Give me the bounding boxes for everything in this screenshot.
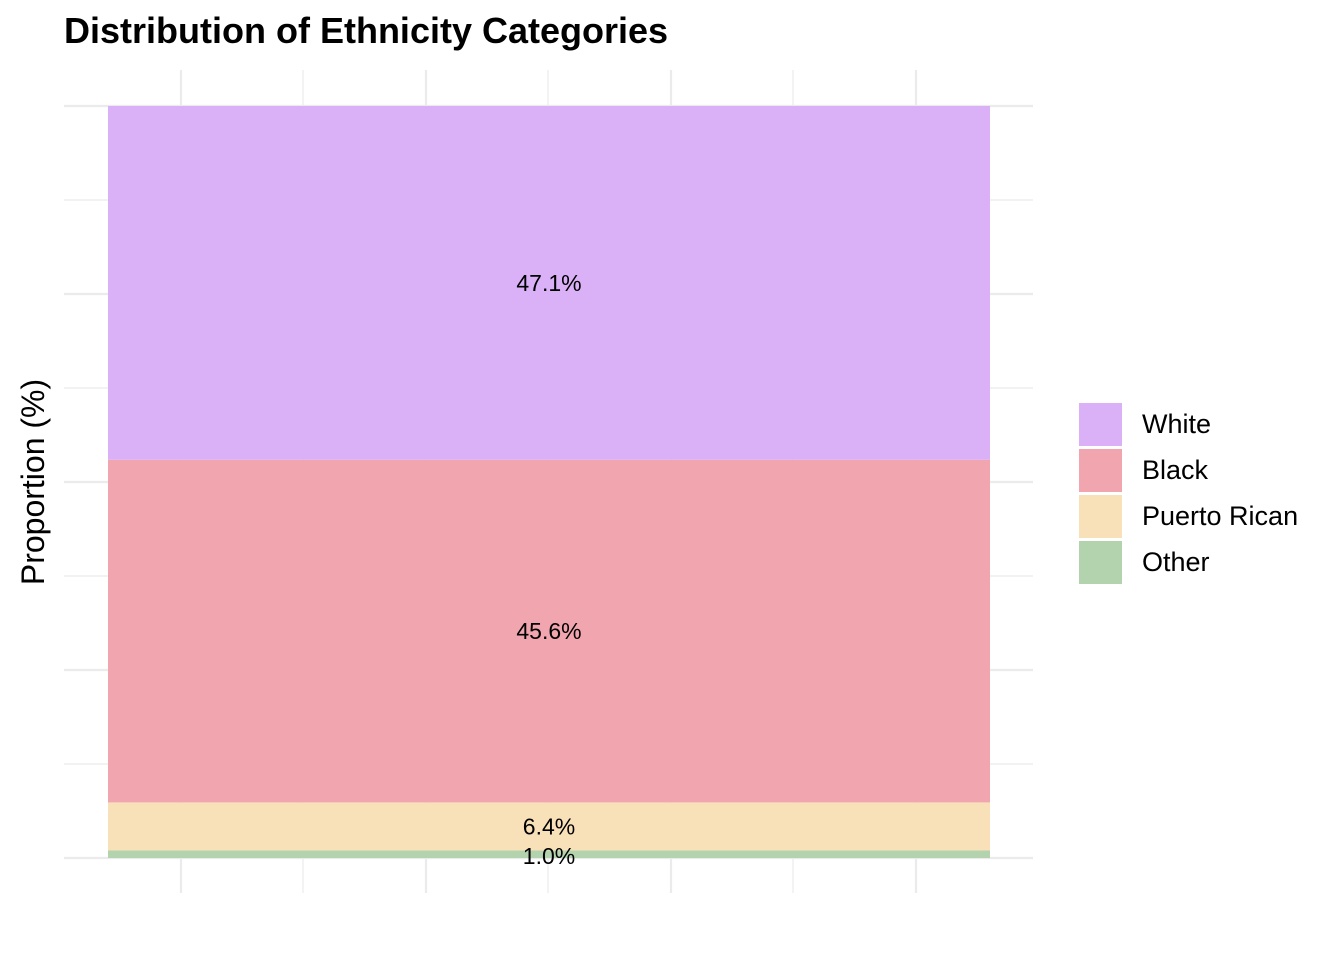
legend-swatch	[1079, 540, 1122, 584]
stacked-bar	[108, 106, 990, 858]
data-labels: 1.0% 6.4% 45.6% 47.1%	[516, 270, 581, 869]
bar-segment-other	[108, 850, 990, 858]
legend: White Black Puerto Rican Other	[1079, 401, 1298, 585]
data-label-other: 1.0%	[523, 843, 575, 869]
legend-label: Other	[1142, 546, 1210, 577]
legend-item-puerto-rican: Puerto Rican	[1079, 493, 1298, 539]
bar-segment-puerto-rican	[108, 802, 990, 851]
data-label-puerto-rican: 6.4%	[523, 813, 575, 839]
y-axis-label: Proportion (%)	[15, 379, 51, 585]
legend-item-other: Other	[1079, 539, 1298, 585]
bar-segment-white	[108, 106, 990, 460]
legend-label: Puerto Rican	[1142, 500, 1299, 531]
legend-label: White	[1142, 408, 1212, 439]
legend-swatch	[1079, 494, 1122, 538]
legend-item-black: Black	[1079, 447, 1298, 493]
legend-swatch	[1079, 448, 1122, 492]
legend-swatch	[1079, 402, 1122, 446]
legend-item-white: White	[1079, 401, 1298, 447]
chart-title: Distribution of Ethnicity Categories	[64, 10, 669, 51]
legend-label: Black	[1142, 454, 1209, 485]
data-label-black: 45.6%	[516, 618, 581, 644]
data-label-white: 47.1%	[516, 270, 581, 296]
bar-segment-black	[108, 459, 990, 803]
